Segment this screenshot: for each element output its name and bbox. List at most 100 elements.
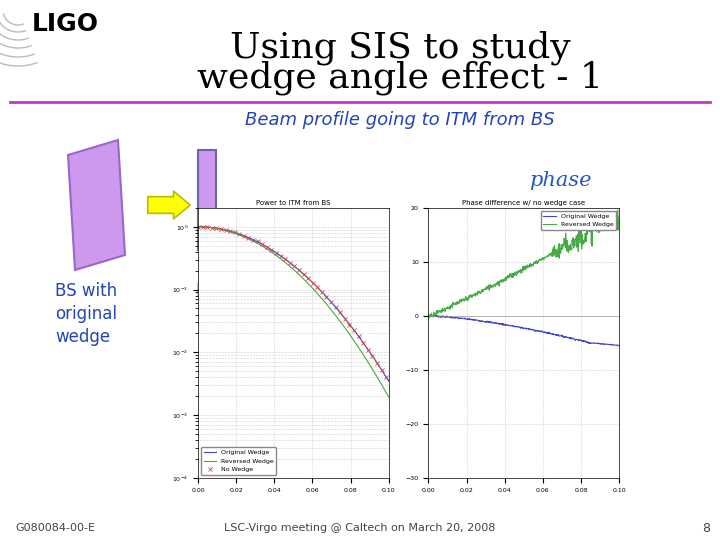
Text: Power: Power — [287, 220, 353, 240]
Line: Original Wedge: Original Wedge — [198, 227, 389, 381]
Original Wedge — [611, 342, 619, 348]
Legend: Original Wedge, Reversed Wedge, No Wedge: Original Wedge, Reversed Wedge, No Wedge — [201, 448, 276, 475]
Text: wedge angle effect - 1: wedge angle effect - 1 — [197, 60, 603, 95]
Reversed Wedge — [611, 216, 619, 222]
Original Wedge — [380, 371, 389, 377]
Reversed Wedge — [613, 207, 622, 213]
Original Wedge — [515, 324, 523, 330]
Text: Using SIS to study: Using SIS to study — [230, 31, 570, 65]
No Wedge — [267, 246, 276, 253]
Original Wedge — [424, 312, 433, 319]
Bar — [198, 150, 216, 250]
Original Wedge — [516, 324, 524, 330]
No Wedge — [345, 321, 354, 328]
No Wedge — [253, 238, 262, 245]
Reversed Wedge — [538, 256, 546, 262]
No Wedge — [322, 294, 330, 300]
No Wedge — [258, 241, 266, 248]
No Wedge — [226, 228, 235, 235]
Text: ITM: ITM — [195, 282, 225, 300]
No Wedge — [359, 340, 367, 346]
Legend: Original Wedge, Reversed Wedge: Original Wedge, Reversed Wedge — [541, 211, 616, 230]
No Wedge — [294, 267, 303, 273]
No Wedge — [350, 327, 359, 333]
Original Wedge — [580, 339, 589, 345]
Text: G080084-00-E: G080084-00-E — [15, 523, 95, 533]
Text: phase: phase — [528, 171, 591, 190]
No Wedge — [327, 299, 336, 306]
No Wedge — [377, 367, 386, 373]
No Wedge — [194, 224, 202, 230]
No Wedge — [354, 333, 363, 339]
No Wedge — [364, 346, 372, 353]
No Wedge — [331, 304, 340, 310]
No Wedge — [263, 244, 271, 250]
No Wedge — [373, 360, 382, 366]
Original Wedge — [614, 342, 623, 349]
Polygon shape — [68, 140, 125, 270]
No Wedge — [212, 225, 220, 231]
No Wedge — [341, 315, 349, 322]
Title: Power to ITM from BS: Power to ITM from BS — [256, 200, 330, 206]
Original Wedge — [527, 326, 536, 333]
Reversed Wedge — [528, 261, 536, 268]
No Wedge — [308, 280, 317, 286]
No Wedge — [281, 256, 289, 262]
Reversed Wedge — [194, 224, 202, 230]
Reversed Wedge — [284, 262, 293, 268]
No Wedge — [248, 237, 257, 243]
No Wedge — [313, 284, 322, 290]
Text: 8: 8 — [702, 522, 710, 535]
Reversed Wedge — [615, 213, 624, 219]
Original Wedge — [297, 269, 305, 275]
No Wedge — [207, 224, 216, 231]
Original Wedge — [615, 342, 624, 349]
Title: Phase difference w/ no wedge case: Phase difference w/ no wedge case — [462, 200, 585, 206]
No Wedge — [368, 353, 377, 359]
Reversed Wedge — [425, 315, 433, 321]
No Wedge — [276, 253, 285, 259]
Reversed Wedge — [307, 284, 316, 291]
Original Wedge — [285, 259, 294, 266]
No Wedge — [290, 262, 299, 269]
Reversed Wedge — [350, 338, 359, 345]
Text: LIGO: LIGO — [32, 12, 99, 36]
Line: Reversed Wedge: Reversed Wedge — [198, 227, 389, 397]
No Wedge — [304, 275, 312, 281]
No Wedge — [285, 260, 294, 266]
Reversed Wedge — [285, 263, 294, 269]
Reversed Wedge — [424, 310, 433, 317]
FancyArrowPatch shape — [148, 191, 190, 219]
No Wedge — [230, 229, 239, 235]
Reversed Wedge — [516, 269, 525, 276]
No Wedge — [235, 231, 243, 237]
No Wedge — [271, 250, 280, 256]
Text: BS with
original
wedge: BS with original wedge — [55, 282, 117, 346]
Line: Original Wedge: Original Wedge — [428, 315, 619, 346]
No Wedge — [336, 309, 345, 315]
No Wedge — [198, 224, 207, 230]
Reversed Wedge — [380, 386, 389, 393]
No Wedge — [203, 224, 212, 231]
Original Wedge — [538, 328, 546, 335]
No Wedge — [240, 232, 248, 239]
Original Wedge — [384, 378, 393, 384]
Original Wedge — [194, 224, 202, 230]
Original Wedge — [307, 278, 316, 285]
Text: Beam profile going to ITM from BS: Beam profile going to ITM from BS — [246, 111, 555, 129]
No Wedge — [382, 374, 390, 380]
Text: LSC-Virgo meeting @ Caltech on March 20, 2008: LSC-Virgo meeting @ Caltech on March 20,… — [225, 523, 495, 533]
No Wedge — [221, 227, 230, 233]
Line: Reversed Wedge: Reversed Wedge — [428, 210, 619, 318]
Reversed Wedge — [297, 273, 305, 280]
Reversed Wedge — [581, 230, 590, 237]
Reversed Wedge — [384, 394, 393, 401]
Line: No Wedge: No Wedge — [197, 225, 388, 379]
Reversed Wedge — [515, 267, 523, 274]
No Wedge — [318, 289, 326, 295]
Original Wedge — [284, 259, 293, 265]
No Wedge — [300, 271, 308, 277]
No Wedge — [244, 235, 253, 241]
Original Wedge — [350, 327, 359, 334]
No Wedge — [217, 226, 225, 232]
